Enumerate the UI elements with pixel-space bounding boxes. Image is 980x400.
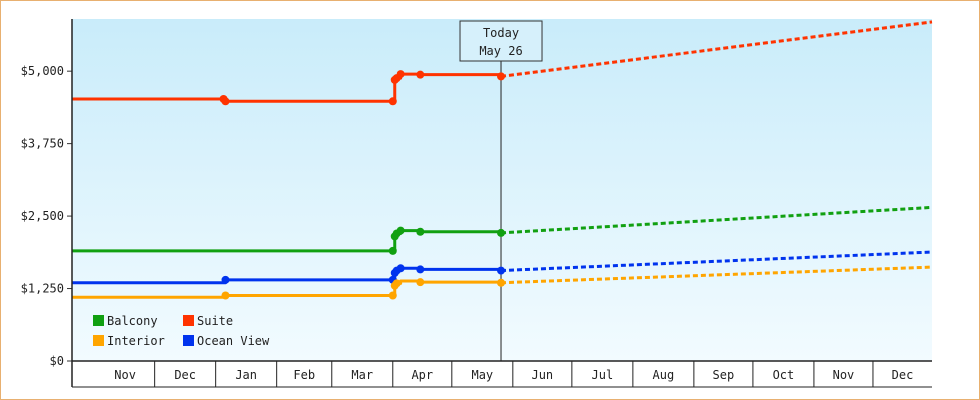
data-point-balcony[interactable] — [396, 226, 405, 235]
month-label: May — [471, 368, 493, 382]
data-point-suite[interactable] — [388, 97, 397, 106]
month-label: Jun — [531, 368, 553, 382]
month-label: Nov — [114, 368, 136, 382]
y-tick-label: $0 — [50, 354, 64, 368]
data-point-interior[interactable] — [221, 291, 230, 300]
data-point-interior[interactable] — [392, 279, 401, 288]
y-tick-label: $2,500 — [21, 209, 64, 223]
month-axis: Nov Dec Jan Feb Mar Apr May Jun Jul Aug Sep Oct Nov D… — [72, 361, 932, 388]
month-label: Dec — [892, 368, 914, 382]
data-point-interior[interactable] — [388, 291, 397, 300]
month-label: Apr — [411, 368, 433, 382]
legend-swatch-interior — [93, 335, 104, 346]
today-date: May 26 — [479, 44, 522, 58]
month-label: Sep — [713, 368, 735, 382]
month-label: Dec — [174, 368, 196, 382]
y-axis-ticks: $0 $1,250 $2,500 $3,750 $5,000 — [21, 64, 72, 368]
series-ocean-view — [72, 250, 933, 285]
today-marker: Today May 26 — [459, 20, 543, 361]
series-lines — [72, 20, 933, 300]
today-callout — [459, 20, 543, 62]
series-interior — [72, 265, 933, 300]
month-label: Mar — [351, 368, 373, 382]
plot-background — [72, 19, 932, 361]
y-tick-label: $5,000 — [21, 64, 64, 78]
data-point-interior[interactable] — [497, 278, 506, 287]
data-point-interior[interactable] — [416, 278, 425, 287]
legend-label-ocean-view: Ocean View — [197, 334, 270, 348]
month-label: Oct — [773, 368, 795, 382]
legend-swatch-suite — [183, 315, 194, 326]
data-point-ocean-view[interactable] — [221, 275, 230, 284]
legend-label-interior: Interior — [107, 334, 165, 348]
data-point-ocean-view[interactable] — [497, 266, 506, 275]
y-tick-label: $1,250 — [21, 282, 64, 296]
legend-swatch-balcony — [93, 315, 104, 326]
month-label: Jul — [592, 368, 614, 382]
month-label: Aug — [653, 368, 675, 382]
series-suite — [72, 20, 933, 106]
today-label: Today — [483, 26, 519, 40]
data-point-suite[interactable] — [396, 70, 405, 79]
data-point-suite[interactable] — [221, 97, 230, 106]
series-forecast-suite — [500, 20, 933, 78]
data-point-balcony[interactable] — [388, 246, 397, 255]
legend-label-balcony: Balcony — [107, 314, 158, 328]
data-point-balcony[interactable] — [497, 228, 506, 237]
data-point-suite[interactable] — [497, 72, 506, 81]
data-point-balcony[interactable] — [416, 227, 425, 236]
data-point-ocean-view[interactable] — [396, 264, 405, 273]
legend: Balcony Suite Interior Ocean View — [93, 314, 270, 348]
month-label: Feb — [293, 368, 315, 382]
series-balcony — [72, 205, 933, 255]
y-tick-label: $3,750 — [21, 137, 64, 151]
month-label: Nov — [833, 368, 855, 382]
legend-label-suite: Suite — [197, 314, 233, 328]
data-point-ocean-view[interactable] — [416, 265, 425, 274]
data-point-suite[interactable] — [416, 70, 425, 79]
legend-swatch-ocean-view — [183, 335, 194, 346]
month-label: Jan — [235, 368, 257, 382]
